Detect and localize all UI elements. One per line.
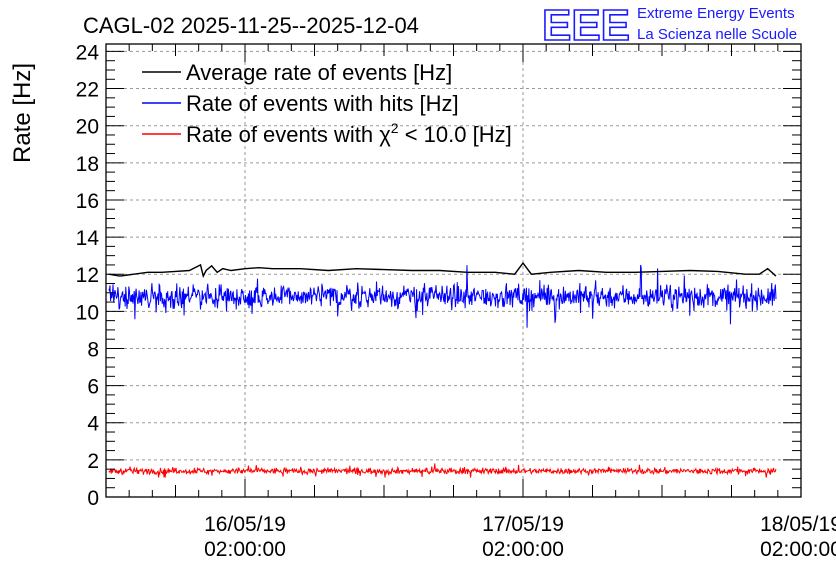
series-average-line — [108, 261, 777, 279]
series-hits-line — [108, 264, 777, 328]
y-tick-label: 0 — [87, 487, 99, 510]
y-tick-label: 4 — [87, 413, 99, 436]
legend-chi2-rest: < 10.0 [Hz] — [399, 122, 512, 147]
legend-label-hits: Rate of events with hits [Hz] — [186, 91, 459, 116]
y-tick-label: 24 — [76, 41, 100, 64]
legend-label-average: Average rate of events [Hz] — [186, 60, 452, 85]
x-tick-label-time: 02:00:00 — [204, 538, 286, 561]
chart-title: CAGL-02 2025-11-25--2025-12-04 — [83, 13, 419, 38]
y-tick-label: 22 — [76, 79, 99, 102]
legend-chi2-base: Rate of events with — [186, 122, 379, 147]
y-tick-label: 14 — [76, 227, 100, 250]
eee-logo: EEE Extreme Energy Events La Scienza nel… — [541, 0, 797, 51]
plot-series — [108, 261, 777, 478]
grid — [106, 44, 802, 497]
y-tick-label: 10 — [76, 301, 99, 324]
eee-logo-letters: EEE — [542, 1, 630, 50]
y-tick-label: 6 — [87, 376, 99, 399]
legend: Average rate of events [Hz] Rate of even… — [142, 60, 512, 147]
x-tick-label-date: 16/05/19 — [204, 513, 286, 536]
series-chi2-line — [108, 463, 777, 478]
eee-logo-line2: La Scienza nelle Scuole — [637, 26, 797, 43]
x-tick-label-date: 18/05/19 — [760, 513, 836, 536]
legend-chi2-superscript: 2 — [391, 120, 399, 136]
x-tick-label-date: 17/05/19 — [482, 513, 564, 536]
y-tick-label: 2 — [87, 450, 99, 473]
y-tick-label: 20 — [76, 116, 99, 139]
legend-label-chi2: Rate of events with χ2 < 10.0 [Hz] — [186, 120, 512, 147]
y-tick-label: 8 — [87, 338, 99, 361]
y-axis-title: Rate [Hz] — [9, 63, 36, 163]
eee-logo-line1: Extreme Energy Events — [637, 5, 795, 22]
x-tick-labels: 16/05/1902:00:0017/05/1902:00:0018/05/19… — [204, 513, 836, 561]
legend-chi2-symbol: χ — [379, 122, 391, 147]
axis-ticks — [105, 44, 802, 498]
y-tick-label: 18 — [76, 153, 99, 176]
y-tick-label: 12 — [76, 264, 99, 287]
x-tick-label-time: 02:00:00 — [482, 538, 564, 561]
x-tick-label-time: 02:00:00 — [760, 538, 836, 561]
y-tick-label: 16 — [76, 190, 99, 213]
